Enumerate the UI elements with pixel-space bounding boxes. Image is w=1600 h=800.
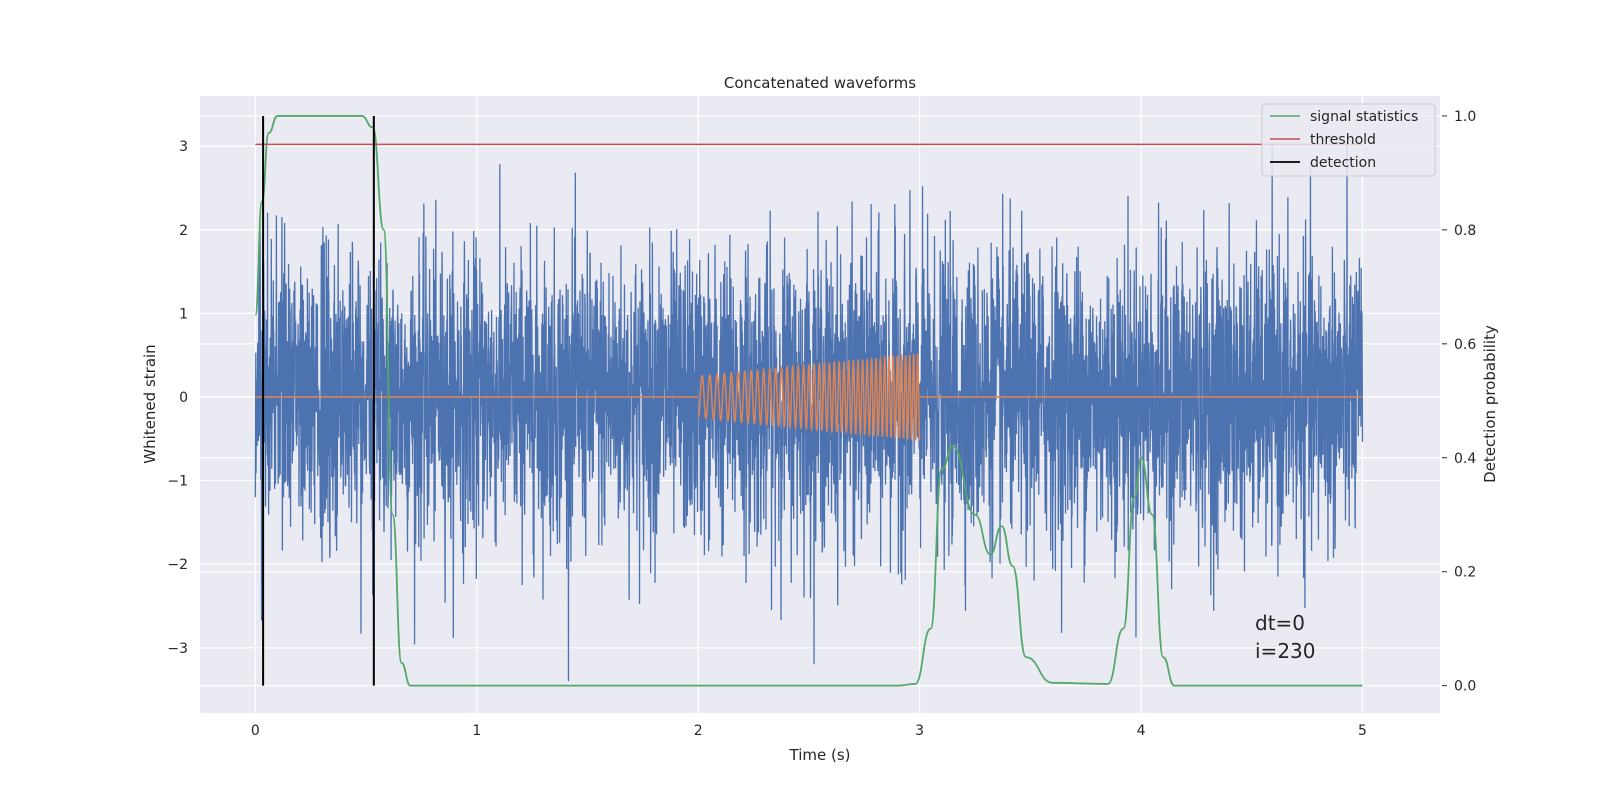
y-tick-label-right: 1.0 — [1454, 109, 1476, 125]
chirp-line — [697, 353, 921, 441]
series-detection — [262, 115, 375, 686]
y-tick-label-right: 0.8 — [1454, 223, 1476, 239]
y-tick-label-right: 0.2 — [1454, 565, 1476, 581]
y-tick-label: 1 — [179, 306, 188, 322]
y-tick-label: −1 — [167, 474, 188, 490]
y-axis-label-right: Detection probability — [1481, 325, 1499, 483]
x-ticks: 0 1 2 3 4 5 — [251, 723, 1367, 739]
legend-label-detection: detection — [1310, 155, 1376, 171]
x-axis-label: Time (s) — [789, 746, 851, 764]
series-noise — [254, 142, 1364, 682]
x-tick-label: 0 — [251, 723, 260, 739]
y-ticks-right: 0.0 0.2 0.4 0.6 0.8 1.0 — [1442, 109, 1476, 695]
y-tick-label-right: 0.0 — [1454, 679, 1476, 695]
annotation-dt: dt=0 — [1255, 611, 1305, 635]
legend-label-threshold: threshold — [1310, 132, 1376, 148]
y-tick-label: 3 — [179, 139, 188, 155]
x-tick-label: 2 — [694, 723, 703, 739]
y-tick-label: −3 — [167, 641, 188, 657]
y-tick-label: 0 — [179, 390, 188, 406]
x-tick-label: 3 — [915, 723, 924, 739]
legend-box — [1261, 103, 1436, 177]
y-tick-label: −2 — [167, 557, 188, 573]
chart-title: Concatenated waveforms — [724, 74, 916, 92]
x-tick-label: 1 — [472, 723, 481, 739]
noise-line — [254, 142, 1364, 682]
legend: signal statistics threshold detection — [1261, 103, 1436, 177]
series-chirp — [255, 353, 1363, 441]
y-tick-label-right: 0.4 — [1454, 451, 1476, 467]
y-axis-label: Whitened strain — [141, 344, 159, 463]
x-tick-label: 4 — [1137, 723, 1146, 739]
legend-label-signal-statistics: signal statistics — [1310, 109, 1418, 125]
y-tick-label: 2 — [179, 223, 188, 239]
x-tick-label: 5 — [1358, 723, 1367, 739]
y-tick-label-right: 0.6 — [1454, 337, 1476, 353]
annotation-i: i=230 — [1255, 639, 1316, 663]
y-ticks-left: −3 −2 −1 0 1 2 3 — [167, 139, 188, 657]
